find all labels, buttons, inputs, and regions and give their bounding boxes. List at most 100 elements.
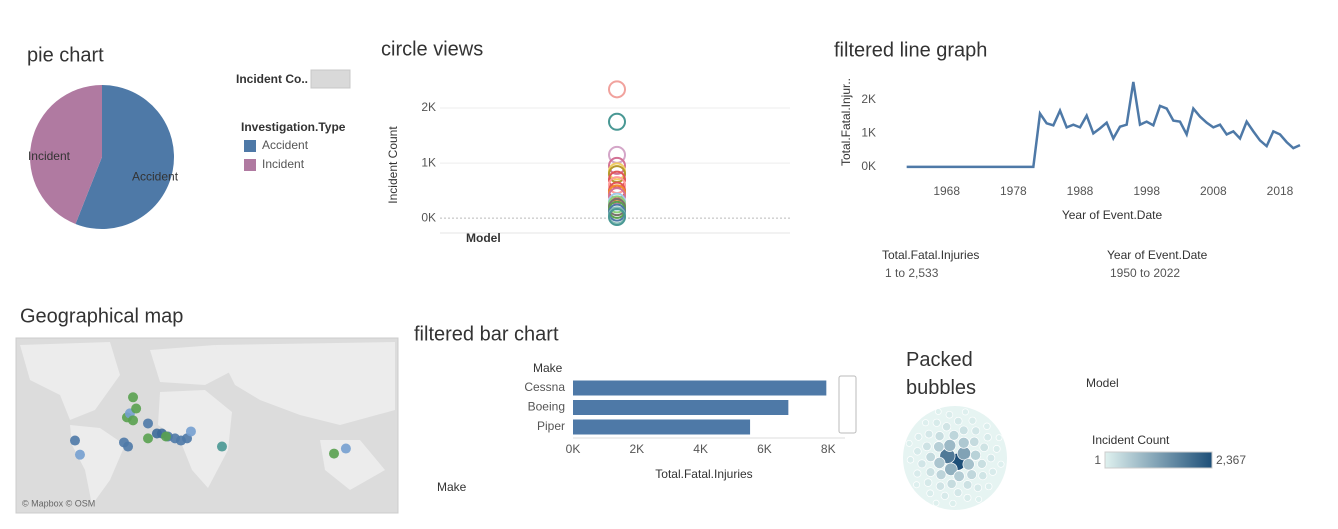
bubble	[946, 478, 957, 489]
bubble	[913, 447, 922, 456]
bubble	[934, 431, 945, 442]
size-legend-title: Incident Co..	[236, 72, 308, 86]
chart-title: pie chart	[27, 44, 104, 66]
bubble	[933, 456, 946, 469]
map-point	[185, 426, 196, 437]
bubble	[925, 451, 936, 463]
filter-range: 1 to 2,533	[885, 266, 939, 280]
bubble	[969, 436, 980, 447]
color-legend-max: 2,367	[1216, 453, 1246, 467]
map-attribution: © Mapbox © OSM	[22, 498, 95, 508]
bubble	[978, 471, 988, 481]
map-point	[128, 415, 139, 426]
filter-range: 1950 to 2022	[1110, 266, 1180, 280]
bubble	[935, 408, 942, 415]
category-label: Cessna	[524, 380, 565, 394]
y-tick-label: 2K	[861, 92, 876, 106]
y-tick-label: 1K	[421, 155, 436, 169]
y-axis-label: Incident Count	[386, 126, 400, 204]
map-point	[131, 403, 142, 414]
legend-label: Accident	[262, 138, 309, 152]
x-tick-label: 6K	[757, 442, 772, 456]
bubble	[970, 449, 982, 461]
bubble	[973, 483, 983, 493]
x-tick-label: 1978	[1000, 184, 1027, 198]
category-label: Boeing	[528, 400, 565, 414]
chart-title: circle views	[381, 38, 483, 60]
bubble	[943, 439, 957, 452]
filter-name: Total.Fatal.Injuries	[882, 248, 979, 262]
legend-title: Investigation.Type	[241, 120, 346, 134]
chart-title: Geographical map	[20, 305, 183, 327]
bubble	[995, 434, 1003, 442]
x-axis-label: Model	[466, 231, 501, 245]
circle-mark	[608, 208, 626, 227]
bubble	[958, 425, 969, 436]
line-series	[906, 81, 1301, 169]
chart-title: filtered bar chart	[414, 323, 559, 345]
y-tick-label: 2K	[421, 100, 436, 114]
bubble	[935, 469, 947, 481]
bubble	[913, 481, 921, 489]
map-point	[123, 441, 134, 452]
bubble	[961, 408, 969, 416]
bubble	[944, 462, 958, 476]
color-legend-bar	[1104, 451, 1213, 469]
y-axis-header: Make	[533, 361, 563, 375]
x-tick-label: 4K	[693, 442, 708, 456]
bubble	[962, 480, 973, 490]
x-tick-label: 1968	[933, 184, 960, 198]
bubble	[917, 459, 927, 469]
bubble	[922, 441, 932, 452]
bubble	[923, 478, 933, 487]
bubble	[948, 430, 960, 441]
bubble	[979, 442, 989, 453]
scrollbar[interactable]	[838, 375, 857, 434]
legend-swatch	[244, 159, 256, 171]
bubble	[932, 418, 941, 427]
map-point	[128, 392, 139, 403]
bar	[573, 380, 827, 396]
map-point	[340, 443, 351, 454]
color-legend-title: Incident Count	[1092, 433, 1170, 447]
y-axis-label: Total.Fatal.Injur..	[839, 78, 853, 166]
bubble	[962, 458, 975, 471]
slice-label: Accident	[132, 169, 179, 183]
bubble	[966, 469, 977, 480]
x-tick-label: 2018	[1267, 184, 1294, 198]
bubble-title: Packed bubbles	[906, 349, 977, 399]
bubble	[953, 470, 965, 482]
x-tick-label: 1998	[1133, 184, 1160, 198]
bubble	[926, 489, 934, 498]
bar	[573, 419, 751, 435]
map-point	[69, 435, 80, 446]
bubble	[906, 456, 915, 464]
legend-swatch	[244, 140, 256, 152]
category-label: Piper	[537, 419, 565, 433]
x-axis-label: Year of Event.Date	[1062, 208, 1163, 222]
bubble	[975, 495, 983, 503]
y-tick-label: 0K	[861, 159, 876, 173]
bubble	[997, 460, 1005, 468]
legend-title: Model	[1086, 376, 1119, 390]
bubble	[925, 467, 936, 477]
bubble	[968, 416, 977, 425]
bubble	[971, 426, 981, 436]
map-land	[20, 342, 395, 505]
footer-label: Make	[437, 480, 467, 494]
x-tick-label: 8K	[821, 442, 836, 456]
x-tick-label: 1988	[1067, 184, 1094, 198]
bubble	[986, 453, 996, 463]
bubble	[953, 488, 963, 497]
legend-label: Incident	[262, 157, 305, 171]
map-point	[216, 441, 227, 452]
bubble	[922, 419, 930, 427]
x-tick-label: 2008	[1200, 184, 1227, 198]
circle-mark	[608, 80, 626, 99]
map-point	[74, 449, 85, 460]
bar	[573, 400, 789, 415]
bubble	[945, 410, 954, 419]
circle-mark	[608, 156, 626, 175]
